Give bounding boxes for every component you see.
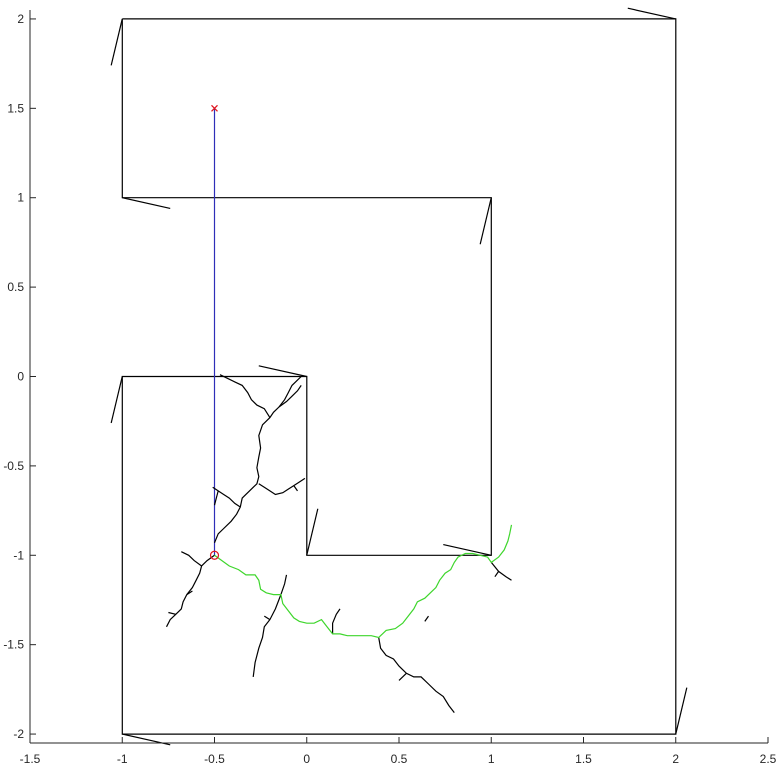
corner-normals-segment-5 [258, 365, 307, 378]
explored-tree-highlight-branch-0 [214, 524, 513, 639]
explored-tree-branch-6 [213, 490, 219, 506]
obstacle-boundary-line [121, 18, 677, 735]
explored-tree-branch-1 [219, 374, 271, 418]
explored-tree-branch-8 [181, 551, 202, 567]
axes-layer: -1.5 -1 -0.5 0 0.5 1 1.5 2 2.5 2 1.5 1 0.5 0 -0.5 -1 -1.… [3, 10, 777, 766]
explored-tree-branch-4 [293, 485, 298, 492]
y-tick-label: 1 [17, 191, 24, 205]
corner-normals-segment-0 [110, 18, 123, 66]
x-tick-label: 1.5 [575, 752, 592, 766]
x-tick-label: 1 [488, 752, 495, 766]
corner-normals-segment-6 [306, 508, 319, 556]
explored-tree-branch-17 [424, 615, 429, 622]
start-marker [209, 550, 220, 560]
y-tick-label: 1.5 [7, 101, 24, 115]
y-tick-label: -0.5 [3, 459, 24, 473]
y-tick-label: -1.5 [3, 638, 24, 652]
x-tick-label: -1 [117, 752, 128, 766]
x-tick-label: 2 [672, 752, 679, 766]
data-layer [110, 7, 688, 746]
y-tick-label: -2 [13, 727, 24, 741]
explored-tree-branch-12 [252, 594, 282, 677]
explored-tree-branch-9 [186, 590, 193, 596]
x-tick-label: 0 [303, 752, 310, 766]
y-tick-label: -1 [13, 548, 24, 562]
explored-tree-branch-10 [168, 611, 176, 615]
corner-normals-segment-9 [122, 197, 171, 210]
explored-tree-branch-13 [263, 615, 271, 621]
explored-tree-branch-2 [278, 385, 302, 408]
x-tick-label: -1.5 [20, 752, 41, 766]
y-tick-label: 2 [17, 12, 24, 26]
corner-normals-segment-8 [479, 197, 492, 245]
explored-tree-branch-19 [494, 571, 500, 578]
explored-tree-branch-0 [213, 376, 302, 544]
explored-tree-branch-7 [165, 554, 215, 628]
explored-tree-branch-5 [212, 486, 241, 508]
y-tick-label: 0 [17, 370, 24, 384]
corner-normals-segment-7 [443, 543, 492, 556]
explored-tree-branch-15 [378, 637, 455, 713]
y-tick-label: 0.5 [7, 280, 24, 294]
explored-tree-branch-3 [258, 477, 306, 496]
corner-normals-segment-2 [675, 687, 688, 735]
x-tick-label: -0.5 [204, 752, 225, 766]
goal-marker [211, 104, 218, 112]
x-tick-label: 0.5 [391, 752, 408, 766]
explored-tree-branch-11 [280, 574, 288, 595]
corner-normals-segment-4 [110, 376, 123, 424]
explored-tree-branch-18 [490, 562, 512, 581]
explored-tree-branch-16 [398, 672, 407, 681]
corner-normals-segment-1 [627, 7, 676, 20]
explored-tree-branch-14 [332, 608, 341, 634]
x-tick-label: 2.5 [760, 752, 777, 766]
